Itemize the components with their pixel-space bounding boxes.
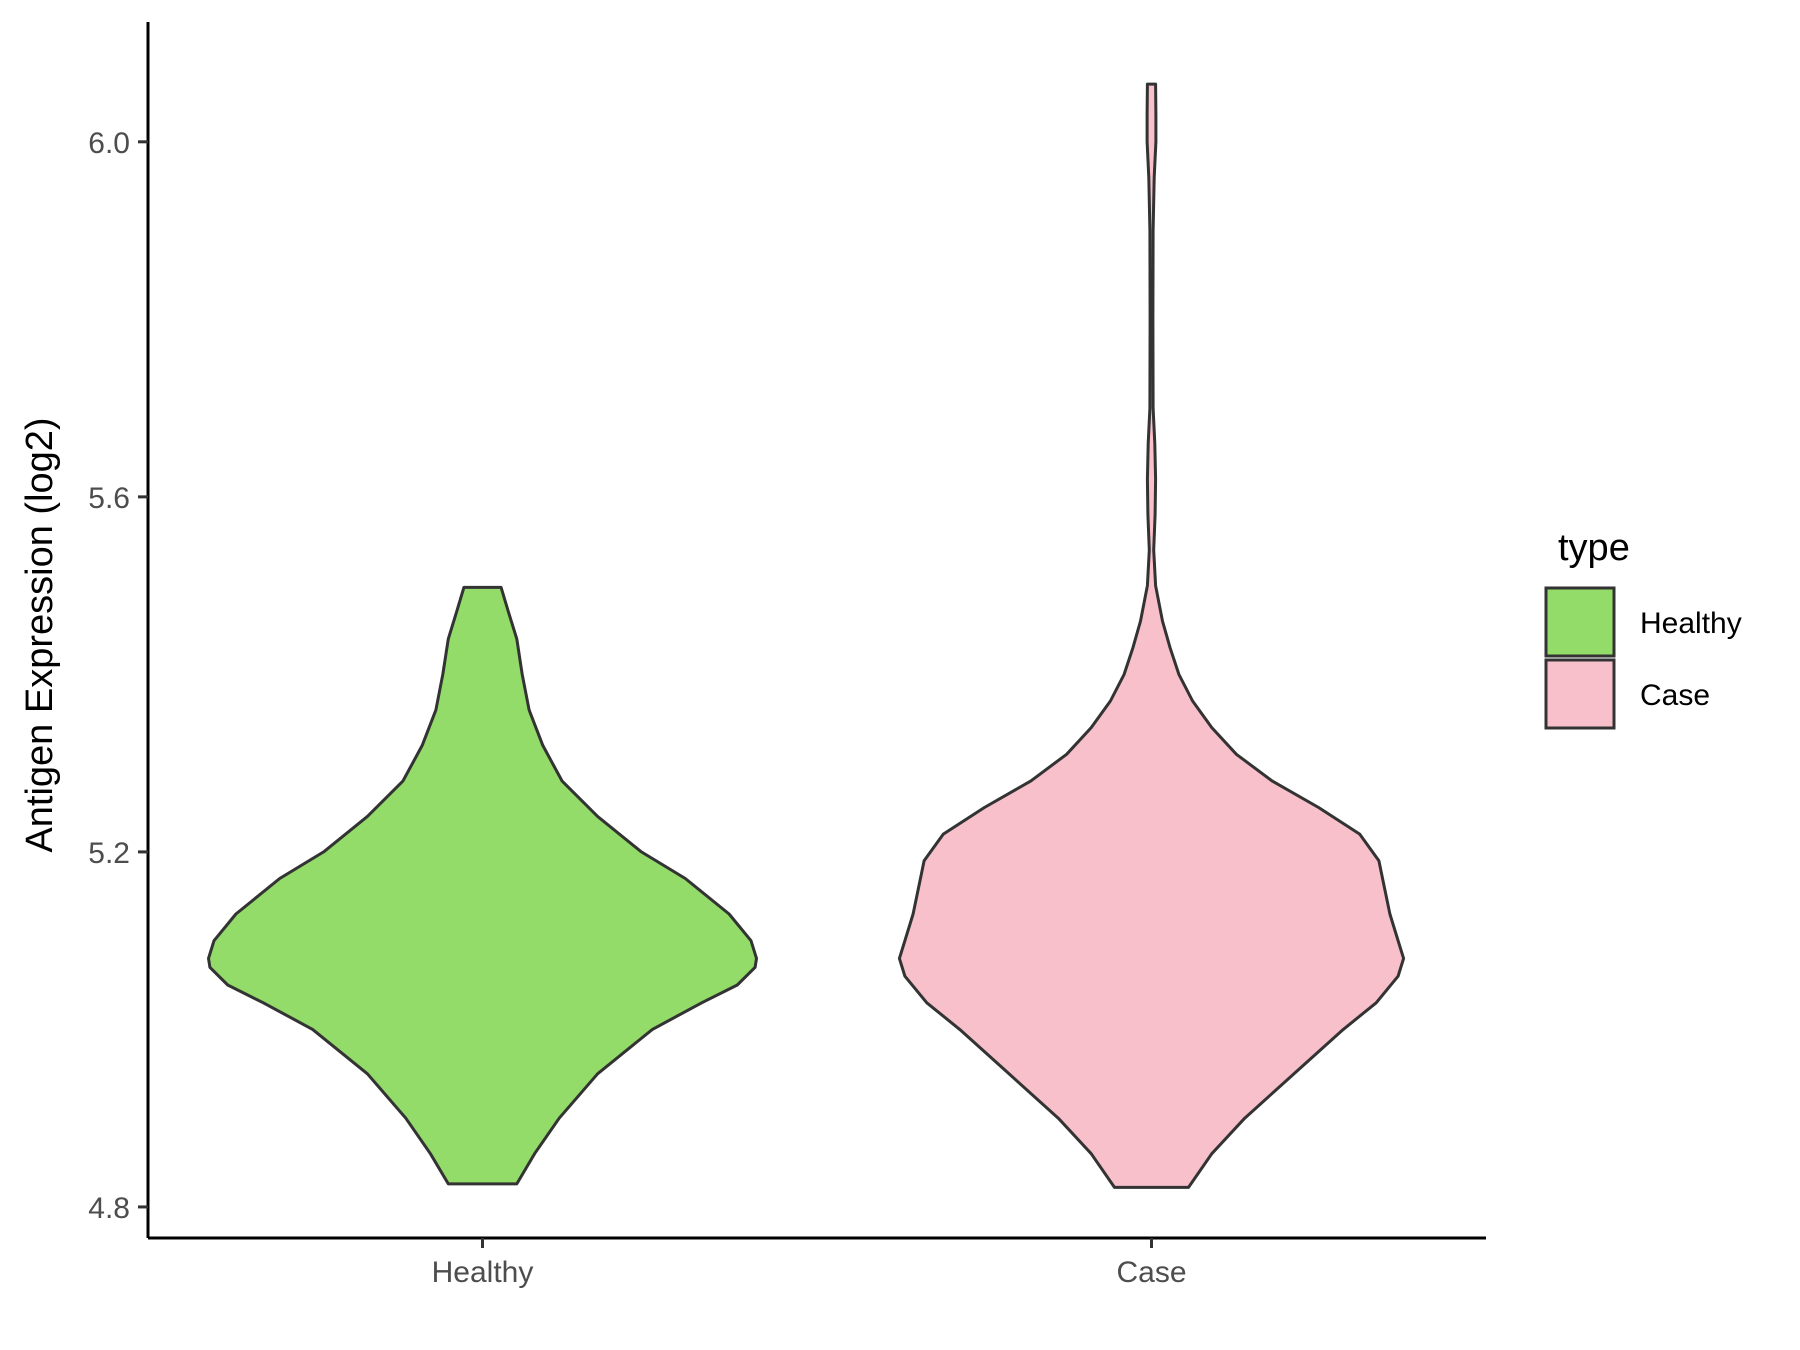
y-axis-title: Antigen Expression (log2) xyxy=(19,417,61,852)
x-tick-label-case: Case xyxy=(1116,1256,1186,1289)
violin-healthy xyxy=(207,585,758,1186)
y-tick-label: 4.8 xyxy=(88,1192,130,1225)
legend-key-case xyxy=(1544,658,1616,730)
legend-title: type xyxy=(1558,527,1630,569)
x-tick-label-healthy: Healthy xyxy=(432,1256,534,1289)
plot-area: 4.8 5.2 5.6 6.0 Healthy Case xyxy=(88,22,1486,1289)
y-tick-label: 6.0 xyxy=(88,127,130,160)
legend-label-healthy: Healthy xyxy=(1640,607,1742,640)
y-tick-label: 5.6 xyxy=(88,482,130,515)
legend-key-healthy xyxy=(1544,586,1616,658)
legend-label-case: Case xyxy=(1640,679,1710,712)
legend: type Healthy Case xyxy=(1544,527,1742,730)
violin-case xyxy=(897,82,1406,1189)
y-tick-label: 5.2 xyxy=(88,837,130,870)
